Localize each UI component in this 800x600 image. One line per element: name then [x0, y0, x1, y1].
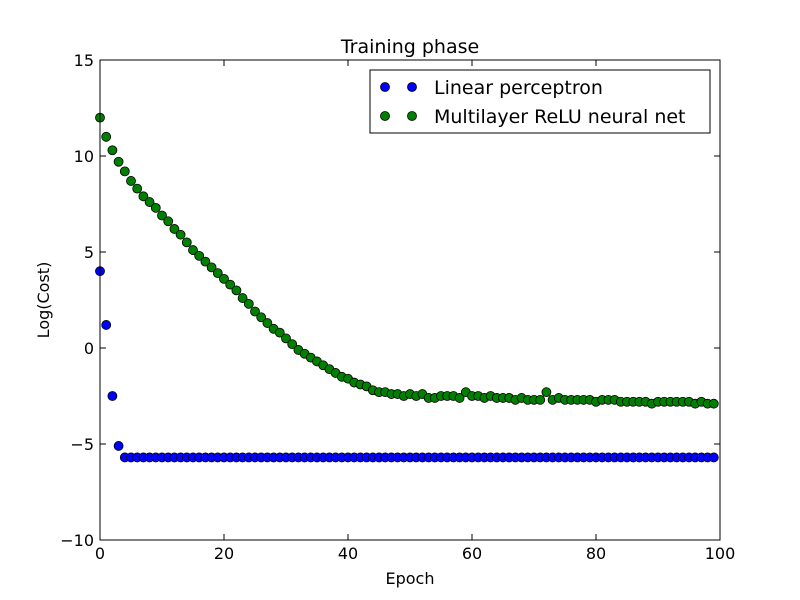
data-point — [119, 166, 130, 177]
data-point — [708, 452, 719, 463]
legend-label-linear: Linear perceptron — [434, 77, 603, 99]
data-point — [262, 318, 273, 328]
data-point — [138, 191, 149, 202]
data-point — [243, 298, 254, 309]
y-tick-label: 10 — [74, 147, 94, 166]
data-point — [237, 293, 248, 303]
legend-box — [369, 69, 711, 134]
data-point — [163, 216, 174, 227]
x-tick-label: 60 — [462, 544, 482, 563]
data-point — [250, 306, 260, 317]
tick-labels: 0 20 40 60 80 100 −10 −5 0 5 10 15 — [60, 51, 735, 563]
data-point — [107, 145, 118, 156]
legend: Linear perceptron Multilayer ReLU neural… — [369, 69, 711, 134]
data-point — [150, 202, 161, 213]
x-tick-label: 40 — [338, 544, 358, 563]
legend-marker-relu-1 — [380, 111, 390, 121]
data-point — [541, 387, 552, 398]
data-point — [281, 333, 291, 344]
y-tick-label: −5 — [70, 435, 94, 454]
data-point — [274, 327, 285, 338]
data-point — [175, 229, 186, 240]
data-point — [132, 183, 143, 194]
x-tick-label: 20 — [214, 544, 234, 563]
data-point — [708, 398, 719, 409]
data-point — [200, 256, 211, 267]
data-point — [107, 391, 118, 401]
data-points — [95, 112, 719, 463]
data-point — [212, 268, 223, 279]
y-axis-label: Log(Cost) — [34, 262, 53, 339]
legend-marker-linear-2 — [407, 82, 417, 92]
data-point — [113, 441, 124, 451]
data-point — [188, 245, 198, 255]
data-point — [101, 131, 112, 142]
y-tick-label: −10 — [60, 531, 94, 550]
plot-frame — [99, 59, 721, 541]
y-tick-label: 0 — [84, 339, 94, 358]
data-point — [126, 176, 136, 186]
y-tick-label: 15 — [74, 51, 94, 70]
series-0 — [95, 266, 719, 463]
data-point — [287, 339, 298, 350]
data-point — [225, 279, 236, 290]
chart-title: Training phase — [340, 36, 479, 58]
plot-area — [95, 59, 721, 541]
data-point — [219, 273, 229, 284]
series-1 — [95, 112, 719, 409]
y-tick-label: 5 — [84, 243, 94, 262]
x-tick-label: 0 — [95, 544, 105, 563]
data-point — [194, 250, 205, 261]
data-point — [144, 197, 155, 207]
legend-marker-linear-1 — [380, 82, 390, 92]
data-point — [169, 224, 180, 234]
data-point — [101, 320, 112, 330]
x-axis-label: Epoch — [386, 569, 435, 588]
data-point — [231, 285, 242, 296]
data-point — [181, 237, 192, 248]
data-point — [206, 262, 217, 273]
legend-marker-relu-2 — [407, 111, 417, 121]
data-point — [454, 393, 465, 403]
data-point — [256, 312, 267, 323]
data-point — [113, 156, 124, 167]
legend-label-relu: Multilayer ReLU neural net — [434, 106, 686, 128]
x-tick-label: 100 — [705, 544, 736, 563]
data-point — [535, 394, 546, 405]
x-tick-label: 80 — [586, 544, 606, 563]
data-point — [157, 210, 167, 221]
